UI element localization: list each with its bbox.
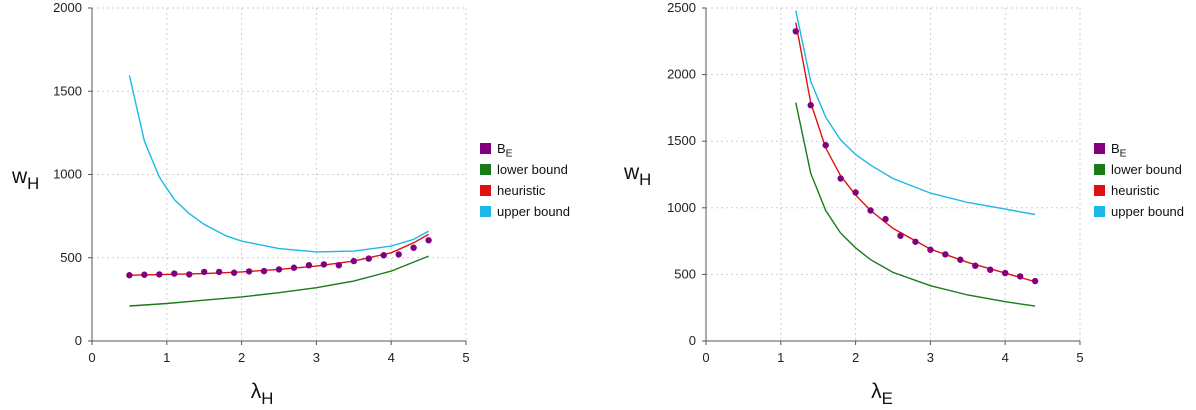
data-point-be	[1016, 273, 1024, 280]
data-point-be	[807, 102, 814, 109]
legend-label: lower bound	[497, 162, 568, 177]
series-line-lower-bound	[129, 255, 429, 307]
data-point-be	[425, 237, 432, 244]
data-point-be	[927, 246, 934, 253]
data-point-be	[230, 269, 238, 276]
legend-label: BE	[1111, 141, 1127, 160]
data-point-be	[837, 175, 844, 182]
data-point-be	[912, 238, 919, 245]
x-tick-label: 1	[163, 350, 170, 365]
legend: BE lower bound heuristic upper bound	[480, 141, 570, 219]
data-point-be	[1031, 277, 1039, 285]
y-axis-label: wH	[623, 161, 651, 189]
legend-label: BE	[497, 141, 513, 160]
chart-panel-2: 0 1 2 3 4 5 0 500 1000 1500 2000 2500 λE wH BE lower bo…	[623, 0, 1184, 408]
data-point-be	[867, 207, 874, 214]
y-tick-label: 1500	[53, 83, 82, 98]
legend-swatch	[1094, 143, 1105, 154]
y-tick-label: 2000	[53, 0, 82, 15]
x-tick-label: 4	[1002, 350, 1009, 365]
legend-swatch	[480, 206, 491, 217]
y-tick-label: 500	[60, 250, 82, 265]
legend-label: heuristic	[1111, 183, 1160, 198]
x-tick-label: 3	[313, 350, 320, 365]
legend-swatch	[1094, 164, 1105, 175]
legend-label: upper bound	[1111, 204, 1184, 219]
data-point-be	[987, 266, 994, 273]
series-line-upper-bound	[128, 75, 429, 253]
data-point-be	[972, 262, 979, 269]
series-line-heuristic	[129, 233, 429, 276]
legend-swatch	[480, 164, 491, 175]
y-tick-label: 1500	[667, 133, 696, 148]
data-point-be	[320, 261, 328, 268]
data-point-be	[350, 257, 357, 265]
legend-swatch	[1094, 206, 1105, 217]
legend-label: heuristic	[497, 183, 546, 198]
data-point-be	[171, 270, 178, 277]
data-point-be	[1002, 269, 1009, 277]
data-point-be	[365, 255, 372, 262]
x-tick-label: 2	[238, 350, 245, 365]
data-point-be	[215, 268, 223, 276]
data-point-be	[156, 271, 163, 278]
x-tick-label: 1	[777, 350, 784, 365]
legend-swatch	[1094, 185, 1105, 196]
x-tick-label: 2	[852, 350, 859, 365]
x-tick-label: 5	[1076, 350, 1083, 365]
series-line-lower-bound	[795, 102, 1036, 307]
data-point-be	[126, 272, 133, 279]
data-point-be	[942, 251, 949, 258]
data-point-be	[245, 268, 253, 275]
x-tick-label: 4	[388, 350, 395, 365]
data-point-be	[305, 262, 313, 269]
y-tick-label: 0	[689, 333, 696, 348]
data-point-be	[201, 268, 208, 276]
data-point-be	[395, 251, 402, 258]
data-point-be	[410, 244, 417, 251]
data-point-be	[897, 232, 904, 239]
y-tick-label: 2000	[667, 67, 696, 82]
data-point-be	[852, 189, 859, 196]
x-tick-label: 3	[927, 350, 934, 365]
data-point-be	[792, 28, 799, 35]
y-tick-label: 2500	[667, 0, 696, 15]
data-point-be	[290, 264, 298, 271]
data-point-be	[882, 215, 889, 223]
data-point-be	[380, 252, 387, 259]
legend-swatch	[480, 185, 491, 196]
y-axis-label: wH	[11, 165, 39, 193]
legend-swatch	[480, 143, 491, 154]
series-line-upper-bound	[795, 10, 1036, 216]
data-point-be	[335, 262, 343, 269]
legend-label: upper bound	[497, 204, 570, 219]
chart-panel-1: 0 1 2 3 4 5 0 500 1000 1500 2000 λH wH BE lower bound h…	[11, 0, 570, 408]
y-tick-label: 500	[674, 266, 696, 281]
data-point-be	[822, 141, 829, 149]
data-point-be	[957, 256, 964, 263]
y-tick-label: 1000	[53, 167, 82, 182]
y-tick-label: 0	[75, 333, 82, 348]
y-tick-label: 1000	[667, 200, 696, 215]
x-tick-label: 5	[462, 350, 469, 365]
x-axis-label: λE	[871, 380, 893, 408]
x-axis-label: λH	[251, 380, 274, 408]
legend: BE lower bound heuristic upper bound	[1094, 141, 1184, 219]
data-point-be	[186, 271, 193, 278]
legend-label: lower bound	[1111, 162, 1182, 177]
data-point-be	[275, 266, 283, 273]
data-point-be	[260, 267, 268, 275]
x-tick-label: 0	[88, 350, 95, 365]
data-point-be	[141, 271, 148, 278]
x-tick-label: 0	[702, 350, 709, 365]
